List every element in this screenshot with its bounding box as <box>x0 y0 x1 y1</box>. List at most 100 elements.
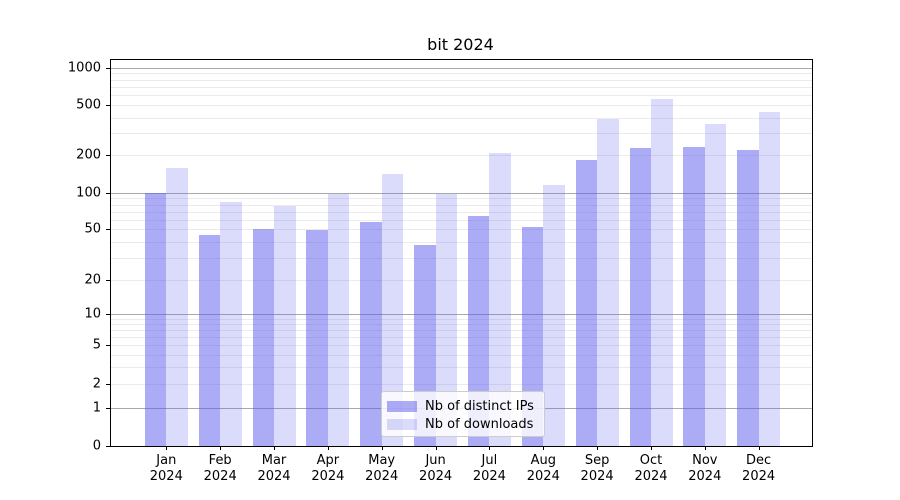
gridline-minor <box>111 204 812 206</box>
legend-swatch-distinct-ips <box>387 400 417 412</box>
bar-distinct-ips-sep <box>575 159 598 446</box>
y-tick-label: 1000 <box>67 60 101 76</box>
x-tick <box>435 446 437 450</box>
y-tick-label: 100 <box>76 185 101 201</box>
bar-downloads-oct <box>651 99 673 446</box>
bar-downloads-feb <box>220 201 242 446</box>
gridline-minor <box>111 95 812 97</box>
bar-downloads-aug <box>543 185 565 446</box>
gridline-minor <box>111 384 812 386</box>
gridline-minor <box>111 229 812 231</box>
gridline-minor <box>111 73 812 75</box>
bar-distinct-ips-nov <box>683 147 705 446</box>
plot-area: 0 1 2 5 10 20 50 100 200 500 1000 Jan 2024 Feb 2024 M… <box>68 59 813 484</box>
y-tick <box>106 105 111 107</box>
legend-swatch-downloads <box>387 418 417 430</box>
y-tick <box>106 313 111 315</box>
gridline-minor <box>111 219 812 221</box>
bar-distinct-ips-dec <box>737 150 759 446</box>
bar-distinct-ips-jan <box>144 192 167 446</box>
legend-label: Nb of downloads <box>425 416 534 432</box>
y-tick-label: 2 <box>92 376 101 392</box>
bar-distinct-ips-feb <box>198 235 221 446</box>
y-tick-label: 500 <box>76 97 101 113</box>
gridline-minor <box>111 211 812 213</box>
y-tick-label: 200 <box>76 147 101 163</box>
bar-downloads-jul <box>489 152 511 446</box>
y-tick <box>106 446 111 447</box>
y-tick-label: 10 <box>84 306 101 322</box>
bar-distinct-ips-mar <box>252 229 274 446</box>
x-tick-label: Mar 2024 <box>257 453 291 484</box>
gridline-minor <box>111 257 812 259</box>
x-tick <box>758 446 760 450</box>
y-tick-label: 1 <box>92 400 101 416</box>
gridline-minor <box>111 79 812 81</box>
x-tick <box>166 446 168 450</box>
x-tick-label: Oct 2024 <box>634 453 668 484</box>
x-tick <box>704 446 706 450</box>
x-tick-label: Jun 2024 <box>419 453 453 484</box>
x-tick-label: Nov 2024 <box>688 453 722 484</box>
bar-distinct-ips-jul <box>467 216 490 446</box>
y-tick-label: 0 <box>92 438 101 454</box>
gridline-major <box>111 67 812 69</box>
gridline-minor <box>111 354 812 356</box>
x-tick <box>651 446 652 450</box>
legend-row: Nb of downloads <box>387 415 540 433</box>
bar-distinct-ips-oct <box>629 148 651 446</box>
x-tick <box>489 446 491 450</box>
gridline-minor <box>111 105 812 107</box>
x-tick <box>381 446 383 450</box>
bar-distinct-ips-apr <box>306 230 328 446</box>
legend-row: Nb of distinct IPs <box>387 397 540 415</box>
gridline-major <box>111 313 812 315</box>
y-tick-label: 50 <box>84 221 101 237</box>
gridline-major <box>111 192 812 194</box>
legend: Nb of distinct IPs Nb of downloads <box>381 391 545 437</box>
y-tick <box>106 280 111 282</box>
x-tick-label: Jul 2024 <box>472 453 506 484</box>
bar-downloads-jun <box>435 194 458 446</box>
gridline-minor <box>111 323 812 325</box>
bar-downloads-jan <box>166 168 188 446</box>
y-tick <box>106 407 111 409</box>
x-tick-label: Jan 2024 <box>149 453 183 484</box>
y-tick-label: 5 <box>92 337 101 353</box>
x-tick-label: Aug 2024 <box>526 453 560 484</box>
y-tick <box>106 229 111 231</box>
bar-distinct-ips-may <box>360 222 382 446</box>
gridline-minor <box>111 367 812 368</box>
bar-downloads-apr <box>327 194 350 446</box>
gridline-minor <box>111 280 812 282</box>
gridline-minor <box>111 155 812 157</box>
bar-downloads-nov <box>704 123 727 446</box>
x-tick <box>327 446 329 450</box>
x-tick-label: Dec 2024 <box>742 453 776 484</box>
bar-downloads-mar <box>274 205 296 446</box>
gridline-minor <box>111 198 812 200</box>
y-tick <box>106 155 111 157</box>
chart-title: bit 2024 <box>427 35 494 54</box>
gridline-minor <box>111 133 812 135</box>
x-tick <box>543 446 545 450</box>
gridline-minor <box>111 337 812 338</box>
x-tick-label: Feb 2024 <box>203 453 237 484</box>
x-tick-label: Sep 2024 <box>580 453 614 484</box>
gridline-minor <box>111 330 812 331</box>
y-tick <box>106 67 111 69</box>
gridline-minor <box>111 117 812 119</box>
y-tick-label: 20 <box>84 272 101 288</box>
gridline-minor <box>111 345 812 347</box>
y-tick <box>106 345 111 347</box>
bar-downloads-sep <box>597 118 619 446</box>
gridline-minor <box>111 87 812 88</box>
bar-downloads-dec <box>758 111 781 446</box>
y-tick <box>106 192 111 194</box>
y-tick <box>106 384 111 386</box>
x-tick-label: Apr 2024 <box>311 453 345 484</box>
legend-label: Nb of distinct IPs <box>425 398 534 414</box>
x-tick-label: May 2024 <box>365 453 399 484</box>
gridline-minor <box>111 318 812 320</box>
